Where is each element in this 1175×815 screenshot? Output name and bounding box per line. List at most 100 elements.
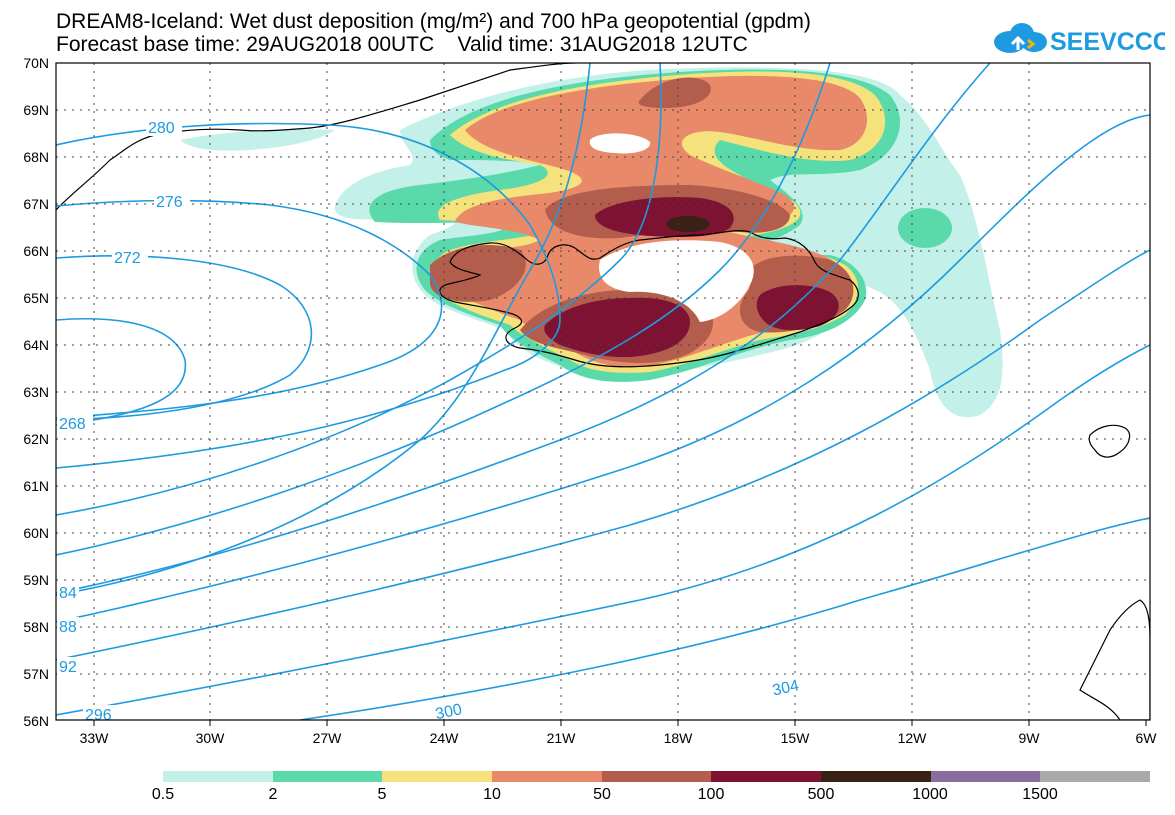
contour-284 bbox=[56, 63, 591, 596]
lat-label: 58N bbox=[23, 619, 49, 635]
logo-text: SEEVCCC bbox=[1050, 28, 1165, 56]
shade-50 bbox=[638, 77, 711, 108]
colorbar-labels: 0.5 2 5 10 50 100 500 1000 1500 bbox=[0, 786, 1175, 806]
cloud-icon bbox=[994, 23, 1047, 53]
contour-272 bbox=[56, 255, 313, 421]
label-bg bbox=[57, 657, 79, 675]
contour-292 bbox=[56, 63, 831, 556]
lat-label: 61N bbox=[23, 478, 49, 494]
contour-300 bbox=[56, 114, 1150, 623]
lat-label: 57N bbox=[23, 666, 49, 682]
contour-308 bbox=[56, 344, 1150, 716]
contour-label-92: 92 bbox=[59, 659, 77, 676]
contour-280 bbox=[56, 122, 561, 469]
axis-ticks bbox=[93, 720, 1147, 726]
contour-label-276: 276 bbox=[156, 194, 183, 211]
colorbar-label: 2 bbox=[268, 786, 278, 803]
scotland-coast bbox=[1079, 599, 1150, 720]
graticule bbox=[56, 63, 1150, 720]
lon-label: 6W bbox=[1136, 730, 1158, 746]
colorbar-swatch bbox=[601, 771, 712, 782]
lat-label: 64N bbox=[23, 337, 49, 353]
lon-label: 33W bbox=[80, 730, 110, 746]
no-deposition-area bbox=[599, 240, 754, 322]
seevccc-logo: SEEVCCC bbox=[994, 23, 1165, 56]
lon-label: 21W bbox=[547, 730, 577, 746]
colorbar-swatch bbox=[163, 771, 273, 782]
longitude-labels: 33W 30W 27W 24W 21W 18W 15W 12W 9W 6W bbox=[80, 730, 1158, 746]
latitude-labels: 70N 69N 68N 67N 66N 65N 64N 63N 62N 61N … bbox=[23, 55, 49, 729]
lat-label: 68N bbox=[23, 149, 49, 165]
contour-304 bbox=[56, 249, 1150, 661]
lat-label: 69N bbox=[23, 102, 49, 118]
map-title: DREAM8-Iceland: Wet dust deposition (mg/… bbox=[56, 10, 811, 33]
label-bg bbox=[770, 677, 806, 695]
lat-label: 62N bbox=[23, 431, 49, 447]
label-bg bbox=[57, 414, 93, 432]
colorbar-label: 100 bbox=[697, 786, 725, 803]
map-subtitle: Forecast base time: 29AUG2018 00UTC Vali… bbox=[56, 33, 748, 56]
colorbar-label: 1000 bbox=[912, 786, 948, 803]
lat-label: 66N bbox=[23, 243, 49, 259]
faroe-islands bbox=[1088, 424, 1131, 458]
contour-268 bbox=[56, 317, 187, 426]
contour-label-304: 304 bbox=[771, 677, 801, 699]
colorbar bbox=[163, 771, 1151, 782]
colorbar-label: 500 bbox=[807, 786, 835, 803]
contour-288 bbox=[56, 63, 662, 516]
lat-label: 63N bbox=[23, 384, 49, 400]
lon-label: 27W bbox=[313, 730, 343, 746]
label-bg bbox=[146, 118, 182, 136]
lon-label: 30W bbox=[196, 730, 226, 746]
geopotential-contours bbox=[56, 63, 1150, 720]
lon-label: 12W bbox=[898, 730, 928, 746]
lat-label: 67N bbox=[23, 196, 49, 212]
colorbar-label: 10 bbox=[483, 786, 501, 803]
label-bg bbox=[433, 701, 469, 719]
contour-label-300: 300 bbox=[434, 701, 464, 723]
lon-label: 9W bbox=[1019, 730, 1041, 746]
contour-label-84: 84 bbox=[59, 585, 77, 602]
lon-label: 15W bbox=[781, 730, 811, 746]
colorbar-label: 50 bbox=[593, 786, 611, 803]
contour-312 bbox=[299, 517, 1150, 720]
colorbar-swatch bbox=[711, 771, 822, 782]
lat-label: 60N bbox=[23, 525, 49, 541]
label-bg bbox=[154, 192, 190, 210]
shade-2-east bbox=[898, 208, 952, 248]
contour-276 bbox=[56, 199, 443, 419]
lon-label: 24W bbox=[430, 730, 460, 746]
contour-label-268: 268 bbox=[59, 416, 86, 433]
contour-label-272: 272 bbox=[114, 250, 141, 267]
shade-50-west bbox=[430, 245, 526, 302]
shade-100-south bbox=[544, 297, 690, 358]
lat-label: 70N bbox=[23, 55, 49, 71]
lat-label: 59N bbox=[23, 572, 49, 588]
label-bg bbox=[83, 705, 119, 721]
colorbar-swatch bbox=[821, 771, 931, 782]
colorbar-swatch bbox=[930, 771, 1041, 782]
lat-label: 56N bbox=[23, 713, 49, 729]
contour-label-296: 296 bbox=[85, 707, 112, 724]
colorbar-label: 0.5 bbox=[151, 786, 175, 803]
label-bg bbox=[112, 248, 148, 266]
no-deposition-nw bbox=[589, 133, 651, 154]
contour-296 bbox=[56, 63, 991, 594]
iceland-coastline bbox=[439, 230, 859, 368]
contour-label-88: 88 bbox=[59, 619, 77, 636]
map-frame bbox=[55, 62, 1151, 721]
shade-500 bbox=[666, 216, 710, 232]
label-bg bbox=[57, 617, 79, 635]
contour-label-280: 280 bbox=[148, 120, 175, 137]
shade-0.5-west bbox=[180, 129, 335, 151]
lat-label: 65N bbox=[23, 290, 49, 306]
colorbar-swatch bbox=[382, 771, 493, 782]
colorbar-label: 1500 bbox=[1022, 786, 1058, 803]
lon-label: 18W bbox=[664, 730, 694, 746]
coastlines bbox=[56, 63, 1150, 720]
colorbar-swatch bbox=[1040, 771, 1151, 782]
dust-deposition-shading bbox=[180, 67, 1003, 418]
colorbar-swatch bbox=[272, 771, 383, 782]
greenland-coast bbox=[56, 63, 576, 211]
